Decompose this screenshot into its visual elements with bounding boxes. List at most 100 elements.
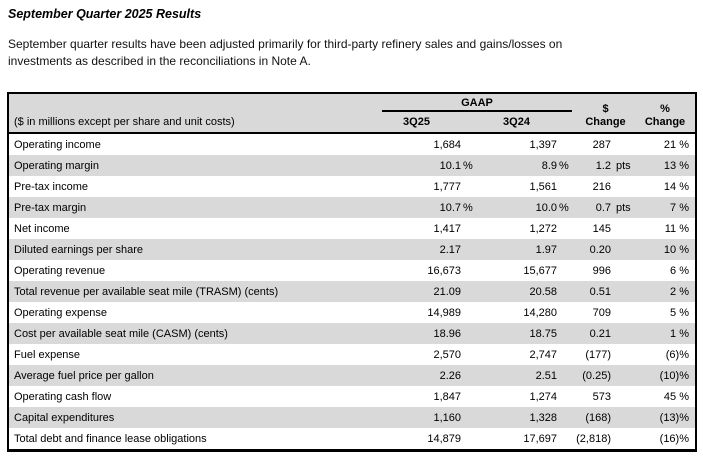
cell-dollar-change: 0.51 xyxy=(572,286,639,298)
cell-3q25: 1,684 xyxy=(372,139,476,151)
unit-dollar-change xyxy=(611,412,639,424)
value-3q24: 10.0 xyxy=(535,201,557,214)
unit-dollar-change xyxy=(611,391,639,403)
pct-change-symbol: % xyxy=(660,103,670,115)
value-3q24: 14,280 xyxy=(523,306,557,319)
unit-note: ($ in millions except per share and unit… xyxy=(14,116,235,128)
value-3q24: 17,697 xyxy=(523,432,557,445)
dollar-change-symbol: $ xyxy=(602,103,609,115)
gaap-group-header: GAAP xyxy=(382,96,572,112)
cell-dollar-change: 0.7 pts xyxy=(572,202,639,214)
row-label: Operating income xyxy=(14,138,101,151)
table-row: Operating cash flow 1,847 1,274 573 45 % xyxy=(9,386,695,407)
unit-dollar-change xyxy=(611,370,639,382)
value-dollar-change: 573 xyxy=(592,390,611,403)
unit-dollar-change xyxy=(611,139,639,151)
value-dollar-change: (168) xyxy=(585,411,611,424)
unit-dollar-change xyxy=(611,265,639,277)
cell-dollar-change: 996 xyxy=(572,265,639,277)
value-3q24: 2.51 xyxy=(535,369,557,382)
row-label: Fuel expense xyxy=(14,348,81,361)
table-row: Capital expenditures 1,160 1,328 (168) (… xyxy=(9,407,695,428)
unit-dollar-change: pts xyxy=(616,159,631,172)
row-label: Capital expenditures xyxy=(14,411,115,424)
column-header-dollar-change: $ Change xyxy=(572,94,639,132)
value-pct-change: 1 % xyxy=(670,327,689,340)
gaap-column-group: GAAP 3Q25 3Q24 xyxy=(372,94,572,132)
table-row: Cost per available seat mile (CASM) (cen… xyxy=(9,323,695,344)
unit-3q25 xyxy=(461,244,476,256)
cell-3q24: 2.51 xyxy=(476,370,572,382)
cell-3q24: 2,747 xyxy=(476,349,572,361)
unit-3q25 xyxy=(461,433,476,445)
value-dollar-change: 0.20 xyxy=(589,243,611,256)
unit-3q25 xyxy=(461,349,476,361)
value-dollar-change: 145 xyxy=(592,222,611,235)
cell-3q24: 18.75 xyxy=(476,328,572,340)
value-dollar-change: 0.21 xyxy=(589,327,611,340)
value-3q24: 18.75 xyxy=(529,327,557,340)
value-3q24: 1,328 xyxy=(529,411,557,424)
cell-3q25: 1,160 xyxy=(372,412,476,424)
unit-3q25 xyxy=(461,181,476,193)
row-label: Total debt and finance lease obligations xyxy=(14,432,207,445)
pct-change-word: Change xyxy=(644,115,686,128)
cell-dollar-change: (168) xyxy=(572,412,639,424)
cell-3q24: 15,677 xyxy=(476,265,572,277)
unit-3q25 xyxy=(461,370,476,382)
table-row: Pre-tax income 1,777 1,561 216 14 % xyxy=(9,176,695,197)
cell-3q25: 14,989 xyxy=(372,307,476,319)
column-header-3q25: 3Q25 xyxy=(403,116,430,128)
unit-3q25 xyxy=(461,265,476,277)
cell-3q25: 1,777 xyxy=(372,181,476,193)
value-pct-change: 2 % xyxy=(670,285,689,298)
row-label: Pre-tax margin xyxy=(14,201,87,214)
table-row: Operating expense 14,989 14,280 709 5 % xyxy=(9,302,695,323)
cell-dollar-change: (0.25) xyxy=(572,370,639,382)
value-3q25: 1,777 xyxy=(433,180,461,193)
cell-dollar-change: 573 xyxy=(572,391,639,403)
column-header-pct-change: % Change xyxy=(639,94,695,132)
intro-paragraph: September quarter results have been adju… xyxy=(8,36,562,70)
value-dollar-change: (0.25) xyxy=(582,369,611,382)
value-dollar-change: (177) xyxy=(585,348,611,361)
value-3q25: 10.1 xyxy=(439,159,461,172)
column-header-3q24: 3Q24 xyxy=(503,116,530,128)
table-row: Operating margin 10.1 % 8.9 % 1.2 pts 13… xyxy=(9,155,695,176)
unit-dollar-change xyxy=(611,349,639,361)
cell-3q25: 2.26 xyxy=(372,370,476,382)
table-row: Total debt and finance lease obligations… xyxy=(9,428,695,449)
unit-3q25 xyxy=(461,139,476,151)
cell-dollar-change: (177) xyxy=(572,349,639,361)
unit-3q25 xyxy=(461,328,476,340)
value-pct-change: (6)% xyxy=(665,348,689,361)
value-3q25: 16,673 xyxy=(427,264,461,277)
cell-3q24: 1,274 xyxy=(476,391,572,403)
intro-line-1: September quarter results have been adju… xyxy=(8,37,563,51)
row-label: Operating expense xyxy=(14,306,107,319)
cell-3q24: 17,697 xyxy=(476,433,572,445)
cell-3q25: 2,570 xyxy=(372,349,476,361)
cell-dollar-change: (2,818) xyxy=(572,433,639,445)
unit-dollar-change xyxy=(611,433,639,445)
row-label: Total revenue per available seat mile (T… xyxy=(14,285,279,298)
row-label: Operating revenue xyxy=(14,264,106,277)
cell-3q24: 10.0 % xyxy=(476,202,572,214)
unit-dollar-change: pts xyxy=(616,201,631,214)
table-header: ($ in millions except per share and unit… xyxy=(9,94,695,134)
table-row: Operating income 1,684 1,397 287 21 % xyxy=(9,134,695,155)
cell-dollar-change: 1.2 pts xyxy=(572,160,639,172)
unit-dollar-change xyxy=(611,307,639,319)
value-3q25: 18.96 xyxy=(433,327,461,340)
unit-dollar-change xyxy=(611,328,639,340)
value-pct-change: 5 % xyxy=(670,306,689,319)
value-pct-change: (13)% xyxy=(659,411,689,424)
value-3q24: 1,397 xyxy=(529,138,557,151)
intro-line-2: investments as described in the reconcil… xyxy=(8,54,311,68)
value-dollar-change: (2,818) xyxy=(576,432,611,445)
value-3q25: 1,847 xyxy=(433,390,461,403)
table-body: Operating income 1,684 1,397 287 21 % xyxy=(9,134,695,449)
table-row: Pre-tax margin 10.7 % 10.0 % 0.7 pts 7 % xyxy=(9,197,695,218)
unit-3q24: % xyxy=(559,201,569,214)
row-label: Pre-tax income xyxy=(14,180,88,193)
